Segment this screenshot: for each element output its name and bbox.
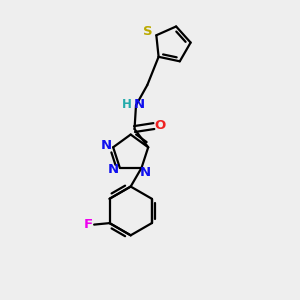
Text: H: H: [122, 98, 132, 111]
Text: N: N: [134, 98, 145, 111]
Text: O: O: [154, 119, 165, 132]
Text: N: N: [108, 163, 119, 176]
Text: N: N: [140, 166, 151, 179]
Text: F: F: [84, 218, 93, 231]
Text: N: N: [101, 139, 112, 152]
Text: S: S: [142, 25, 152, 38]
